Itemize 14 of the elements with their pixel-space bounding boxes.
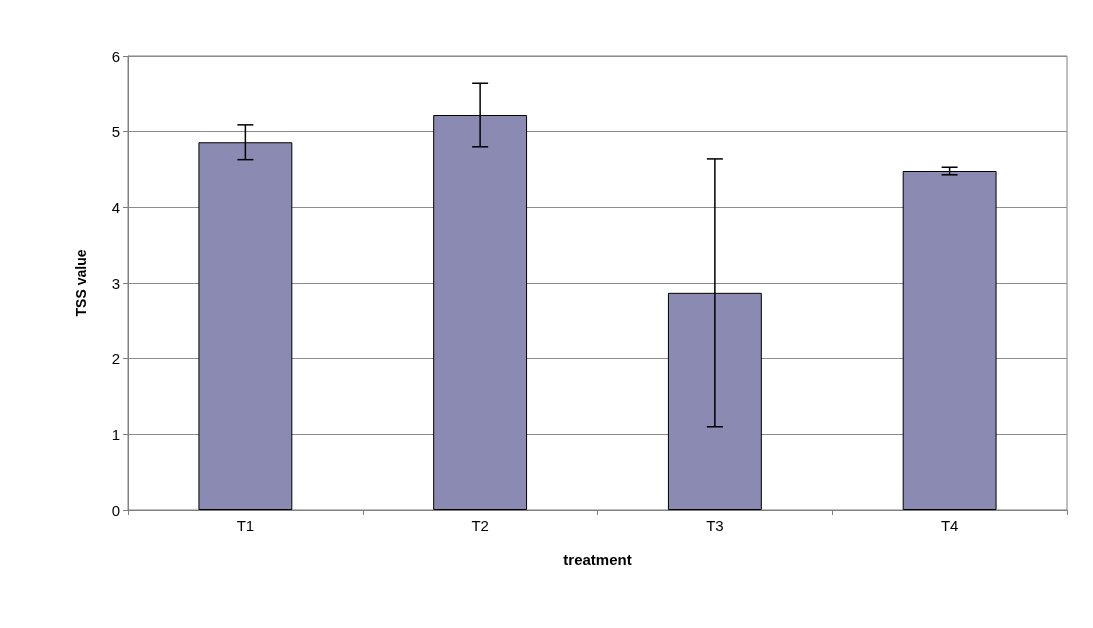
y-tick-label: 3 (111, 274, 120, 292)
x-tick-label: T2 (471, 517, 489, 534)
y-tick-label: 1 (111, 425, 120, 443)
y-tick-label: 5 (111, 123, 120, 141)
x-tick-label: T4 (940, 517, 959, 534)
x-tick-label: T1 (236, 517, 255, 534)
y-tick-label: 6 (111, 47, 120, 65)
y-tick-label: 0 (111, 501, 120, 519)
y-tick-label: 2 (111, 350, 120, 368)
bar (902, 171, 997, 510)
x-axis-title: treatment (563, 551, 632, 568)
x-tick-label: T3 (706, 517, 724, 534)
y-axis-title: TSS value (73, 249, 89, 317)
y-tick-label: 4 (111, 198, 120, 216)
